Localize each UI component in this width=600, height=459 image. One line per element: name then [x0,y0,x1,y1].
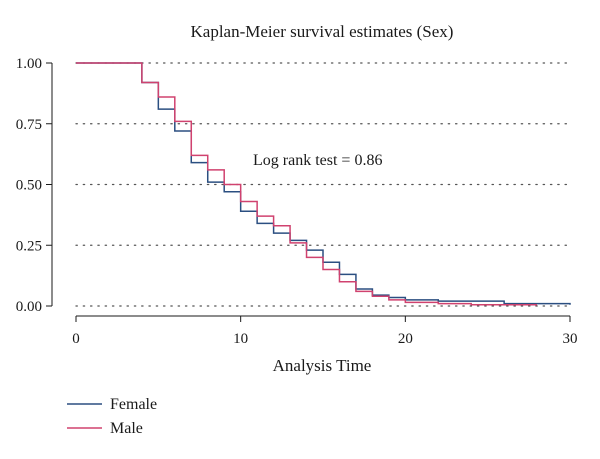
legend-label-female: Female [110,396,157,413]
y-tick-label-4: 1.00 [16,56,42,72]
chart-title: Kaplan-Meier survival estimates (Sex) [191,22,454,41]
y-tick-label-2: 0.50 [16,178,42,194]
legend-label-male: Male [110,420,143,437]
x-tick-label-0: 0 [72,331,80,347]
y-tick-label-3: 0.75 [16,117,42,133]
y-tick-label-0: 0.00 [16,299,42,315]
x-axis-title: Analysis Time [273,356,372,375]
y-tick-label-1: 0.25 [16,238,42,254]
axes: 0.00 0.25 0.50 0.75 1.00 0 10 20 30 [16,56,578,347]
series-lines [76,62,571,306]
legend: Female Male [67,396,157,437]
x-tick-label-2: 20 [398,331,413,347]
x-tick-label-3: 30 [563,331,578,347]
log-rank-annotation: Log rank test = 0.86 [253,152,382,169]
series-line-male [76,62,538,306]
x-tick-label-1: 10 [233,331,248,347]
